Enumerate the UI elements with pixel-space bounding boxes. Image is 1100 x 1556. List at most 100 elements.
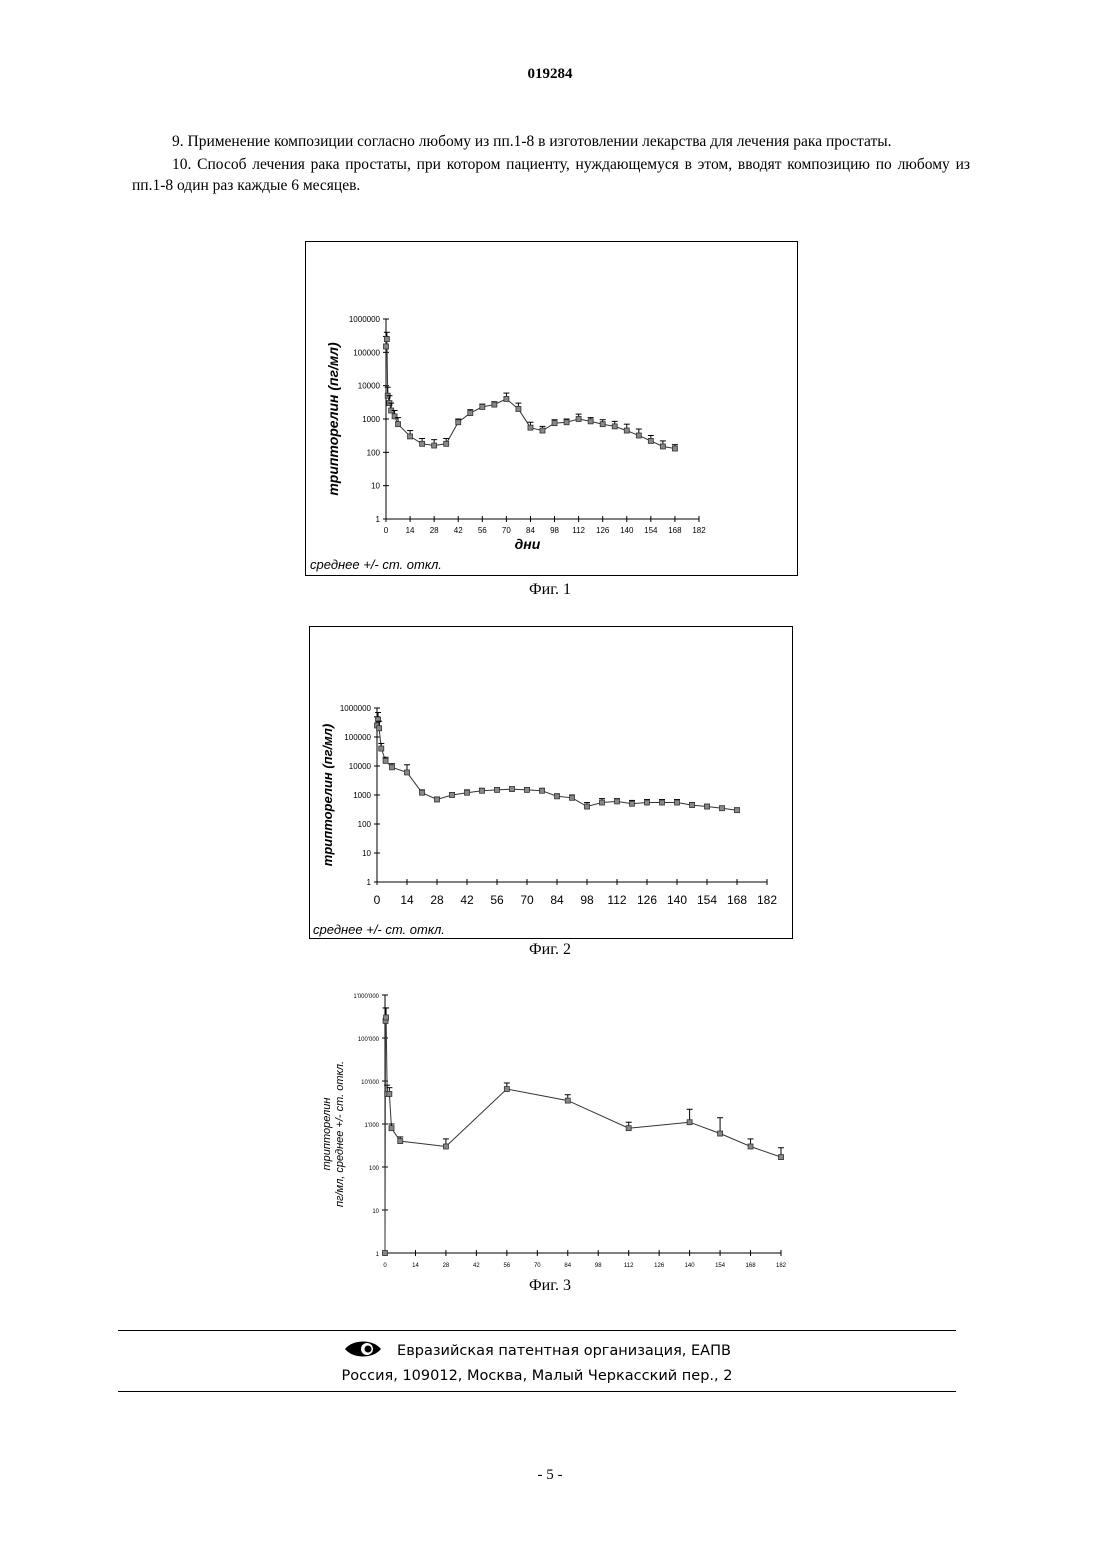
data-point xyxy=(379,746,384,751)
data-point xyxy=(552,421,557,426)
document-number: 019284 xyxy=(0,66,1100,83)
data-point xyxy=(615,799,620,804)
data-point xyxy=(675,800,680,805)
x-tick-label: 140 xyxy=(685,1263,696,1269)
y-tick-label: 1000 xyxy=(353,791,371,800)
data-point xyxy=(389,1126,394,1131)
y-tick-label: 1 xyxy=(376,515,381,524)
y-tick-label: 100 xyxy=(369,1166,380,1172)
figure-2-frame: 1000000100000100001000100101014284256708… xyxy=(309,626,793,939)
figure-2-caption: Фиг. 2 xyxy=(450,941,650,959)
data-point xyxy=(384,344,389,349)
x-tick-label: 154 xyxy=(715,1263,726,1269)
eapo-logo xyxy=(343,1338,383,1364)
data-point xyxy=(540,428,545,433)
x-tick-label: 154 xyxy=(644,526,658,535)
y-axis-label: трипторелин (пг/мл) xyxy=(320,724,335,866)
y-tick-label: 1 xyxy=(376,1252,380,1258)
data-point xyxy=(576,417,581,422)
x-tick-label: 126 xyxy=(654,1263,665,1269)
data-point xyxy=(687,1120,692,1125)
figure-1-chart: 1000000100000100001000100101014284256708… xyxy=(306,242,797,575)
y-tick-label: 1'000 xyxy=(365,1123,380,1129)
data-point xyxy=(600,422,605,427)
data-point xyxy=(504,396,509,401)
figure-1-frame: 1000000100000100001000100101014284256708… xyxy=(305,241,798,576)
y-tick-label: 10 xyxy=(372,1209,379,1215)
x-tick-label: 98 xyxy=(595,1263,602,1269)
data-point xyxy=(690,803,695,808)
x-axis-label: дни xyxy=(515,536,541,552)
data-point xyxy=(718,1131,723,1136)
x-tick-label: 182 xyxy=(757,893,777,907)
data-point xyxy=(465,790,470,795)
data-point xyxy=(390,765,395,770)
x-tick-label: 84 xyxy=(564,1263,571,1269)
footer-org: Евразийская патентная организация, ЕАПВ xyxy=(118,1338,956,1364)
x-tick-label: 56 xyxy=(478,526,487,535)
y-tick-label: 1000000 xyxy=(340,704,372,713)
x-tick-label: 0 xyxy=(374,893,381,907)
y-tick-label: 100'000 xyxy=(358,1037,380,1043)
x-tick-label: 70 xyxy=(520,893,534,907)
data-point xyxy=(735,808,740,813)
data-point xyxy=(504,1087,509,1092)
y-tick-label: 10 xyxy=(371,482,380,491)
y-tick-label: 10000 xyxy=(358,382,381,391)
data-point xyxy=(660,800,665,805)
data-point xyxy=(405,770,410,775)
data-point xyxy=(420,790,425,795)
footer-address: Россия, 109012, Москва, Малый Черкасский… xyxy=(118,1368,956,1384)
data-point xyxy=(570,795,575,800)
x-tick-label: 98 xyxy=(580,893,594,907)
series-line xyxy=(386,339,675,448)
x-tick-label: 98 xyxy=(550,526,559,535)
data-point xyxy=(555,794,560,799)
x-tick-label: 14 xyxy=(412,1263,419,1269)
data-point xyxy=(630,801,635,806)
data-point xyxy=(540,788,545,793)
x-tick-label: 28 xyxy=(430,893,444,907)
x-tick-label: 112 xyxy=(607,893,626,907)
data-point xyxy=(626,1126,631,1131)
data-point xyxy=(384,337,389,342)
x-tick-label: 112 xyxy=(572,526,585,535)
data-point xyxy=(450,793,455,798)
y-tick-label: 10 xyxy=(362,849,371,858)
data-point xyxy=(420,441,425,446)
x-tick-label: 70 xyxy=(502,526,511,535)
x-tick-label: 42 xyxy=(473,1263,480,1269)
claims-text: 9. Применение композиции согласно любому… xyxy=(132,131,970,198)
x-tick-label: 14 xyxy=(400,893,414,907)
figure-3-caption: Фиг. 3 xyxy=(450,1277,650,1295)
data-point xyxy=(383,1251,388,1256)
x-tick-label: 140 xyxy=(620,526,634,535)
figure-1-note: среднее +/- ст. откл. xyxy=(310,557,442,572)
y-axis-label: трипторелин (пг/мл) xyxy=(325,342,341,496)
x-tick-label: 70 xyxy=(534,1263,541,1269)
y-axis-label-line-2: пг/мл, среднее +/- ст. откл. xyxy=(334,1061,346,1207)
y-tick-label: 1 xyxy=(367,878,372,887)
y-tick-label: 100000 xyxy=(353,348,380,357)
figure-3-chart: 1'000'000100'00010'0001'0001001010142842… xyxy=(300,985,820,1275)
data-point xyxy=(564,420,569,425)
data-point xyxy=(510,787,515,792)
y-tick-label: 100 xyxy=(358,820,372,829)
x-tick-label: 168 xyxy=(727,893,747,907)
data-point xyxy=(779,1155,784,1160)
data-point xyxy=(648,438,653,443)
x-tick-label: 56 xyxy=(504,1263,511,1269)
x-tick-label: 182 xyxy=(692,526,706,535)
data-point xyxy=(456,420,461,425)
data-point xyxy=(387,1091,392,1096)
claim-10: 10. Способ лечения рака простаты, при ко… xyxy=(132,154,970,196)
data-point xyxy=(600,800,605,805)
data-point xyxy=(384,1015,389,1020)
figure-1-caption: Фиг. 1 xyxy=(450,581,650,599)
x-tick-label: 126 xyxy=(637,893,657,907)
data-point xyxy=(565,1098,570,1103)
y-tick-label: 10000 xyxy=(349,762,372,771)
data-point xyxy=(660,444,665,449)
data-point xyxy=(705,804,710,809)
data-point xyxy=(672,446,677,451)
